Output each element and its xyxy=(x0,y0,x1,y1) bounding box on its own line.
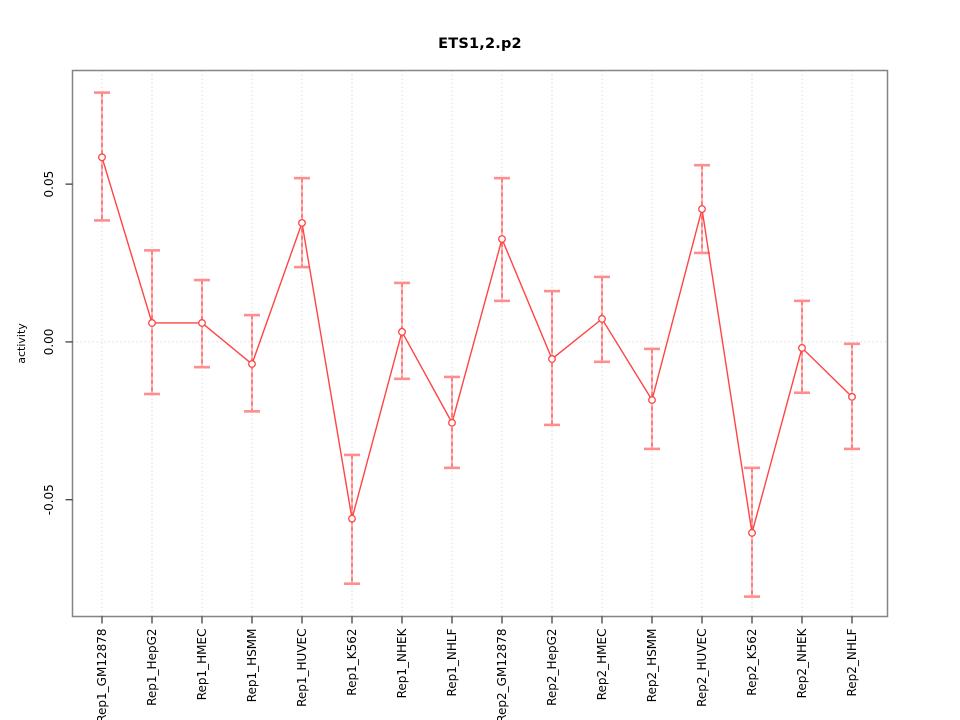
x-tick-label: Rep1_NHEK xyxy=(395,627,409,698)
y-tick-label: 0.00 xyxy=(42,329,56,356)
data-point-marker xyxy=(148,319,156,327)
x-tick-label: Rep2_NHLF xyxy=(845,628,859,696)
data-point-marker xyxy=(548,355,556,363)
data-point-marker xyxy=(848,392,856,401)
data-point-marker xyxy=(598,314,606,323)
x-tick-label: Rep2_GM12878 xyxy=(495,629,509,720)
x-tick-label: Rep2_NHEK xyxy=(795,627,809,698)
x-tick-label: Rep1_NHLF xyxy=(445,628,459,696)
x-tick-label: Rep1_K562 xyxy=(345,629,359,696)
data-point-marker xyxy=(98,153,106,162)
x-tick-label: Rep1_HUVEC xyxy=(295,629,309,707)
x-tick-label: Rep1_GM12878 xyxy=(95,629,109,720)
data-point-marker xyxy=(298,218,306,227)
x-tick-label: Rep1_HepG2 xyxy=(145,629,159,706)
x-tick-label: Rep1_HMEC xyxy=(195,629,209,701)
data-point-marker xyxy=(698,205,706,214)
plot-border xyxy=(71,69,889,618)
data-point-marker xyxy=(248,360,256,368)
series-line xyxy=(101,157,853,534)
x-tick-label: Rep2_HSMM xyxy=(645,629,659,703)
x-tick-label: Rep2_HUVEC xyxy=(695,629,709,707)
data-point-marker xyxy=(648,396,656,404)
y-axis-title: activity xyxy=(15,323,28,364)
data-point-marker xyxy=(398,327,406,336)
x-tick-label: Rep2_K562 xyxy=(745,629,759,696)
plot-title: ETS1,2.p2 xyxy=(438,36,522,52)
data-point-marker xyxy=(498,235,506,243)
y-tick-label: -0.05 xyxy=(42,484,56,515)
x-tick-label: Rep2_HMEC xyxy=(595,629,609,701)
data-point-marker xyxy=(198,319,206,327)
data-point-marker xyxy=(348,514,356,523)
data-point-marker xyxy=(798,343,806,352)
y-tick-label: 0.05 xyxy=(42,171,56,198)
data-point-marker xyxy=(448,418,456,427)
x-tick-label: Rep1_HSMM xyxy=(245,629,259,703)
x-tick-label: Rep2_HepG2 xyxy=(545,629,559,706)
data-point-marker xyxy=(748,528,756,537)
